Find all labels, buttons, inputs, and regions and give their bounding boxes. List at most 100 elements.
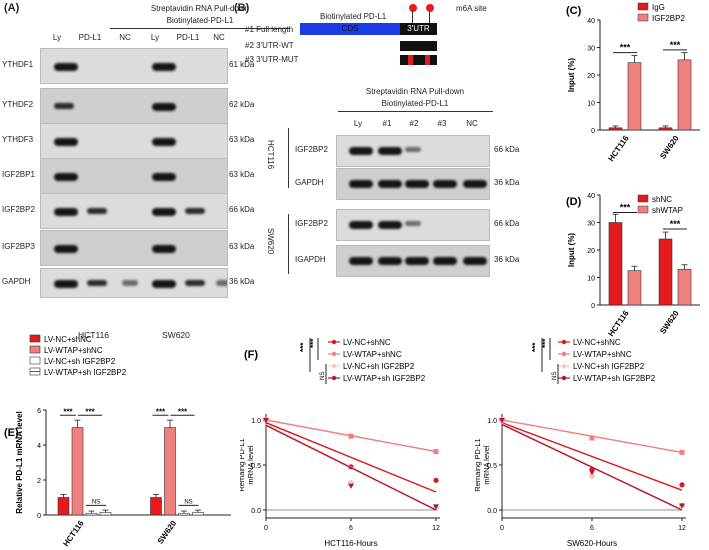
panel-a-lane-label: NC [213, 33, 225, 42]
y-tick-label: 20 [587, 248, 595, 255]
panel-a-blot-row [40, 230, 228, 266]
x-tick-label: 0 [264, 525, 268, 532]
panel-a-blot-row [40, 158, 228, 194]
panel-a-band [54, 245, 78, 253]
x-axis-label: HCT116-Hours [324, 539, 377, 548]
bar [178, 512, 190, 516]
x-tick-label: SW620 [658, 134, 681, 161]
data-point [433, 504, 439, 510]
legend-label: IGF2BP2 [652, 14, 685, 23]
construct-1-label: #1 Full length [245, 25, 294, 34]
bar [658, 238, 673, 306]
bar [677, 268, 692, 306]
legend-label: shWTAP [652, 206, 683, 215]
x-tick-label: SW620 [156, 519, 179, 546]
panel-b-band [405, 257, 429, 265]
y-tick-label: 0.5 [487, 463, 497, 470]
panel-b-band [349, 180, 373, 188]
panel-b-blot-row [336, 135, 490, 167]
panel-b-protein-label: IGAPDH [295, 255, 326, 264]
data-point [348, 433, 354, 439]
panel-a-cell-sw620: SW620 [162, 330, 190, 340]
data-point [499, 418, 505, 423]
legend-marker [331, 375, 337, 381]
bar [627, 62, 642, 131]
panel-b-band [405, 180, 429, 188]
panel-b-band [433, 257, 457, 265]
panel-b-bracket-2 [288, 214, 289, 274]
panel-a-band [87, 280, 107, 286]
bar [85, 512, 98, 516]
panel-b-lane-label: #1 [382, 119, 392, 128]
legend-swatch [637, 13, 649, 22]
panel-a-band [152, 245, 176, 253]
panel-b-cell-sw620: SW620 [266, 228, 275, 255]
legend-swatch [637, 205, 649, 214]
data-point [433, 477, 439, 483]
sig-mark: *** [178, 407, 188, 416]
m6a-site-label: m6A site [456, 4, 487, 13]
fit-line [265, 422, 437, 493]
panel-f-chart: (F) 0.0 0.5 1.0 0 6 12 HCT116-Hours Remaing PD-L… [240, 338, 686, 548]
panel-b-band [378, 257, 402, 265]
bar [99, 512, 112, 516]
panel-a-band [54, 138, 78, 146]
panel-a-blot-row [40, 193, 228, 229]
panel-a-title1: Streptavidin RNA Pull-down [150, 4, 250, 13]
panel-b-band [463, 257, 487, 265]
y-tick-label: 0 [591, 128, 595, 135]
panel-a-protein-label: YTHDF2 [2, 100, 34, 109]
x-tick-label: HCT116 [61, 519, 86, 549]
panel-b-band [349, 147, 373, 155]
sig-mark: *** [63, 407, 73, 416]
y-axis-label-line2: mRNA level [246, 445, 255, 485]
panel-a-lane-label: PD-L1 [176, 33, 200, 42]
panel-label: (E) [4, 427, 19, 439]
panel-label: (D) [566, 196, 582, 208]
panel-a-kda-label: 66 kDa [229, 205, 255, 214]
construct-title: Biotinylated PD-L1 [320, 12, 387, 21]
legend-label: shNC [652, 195, 672, 204]
panel-b-band [405, 221, 421, 226]
construct-2-bar [400, 41, 437, 51]
construct-3-bar [400, 55, 437, 65]
panel-a-protein-label: IGF2BP3 [2, 242, 35, 251]
panel-b-band [349, 257, 373, 265]
panel-b-band [349, 221, 373, 229]
cds-region: CDS [300, 23, 400, 35]
panel-a-cell-hct116: HCT116 [78, 330, 110, 340]
y-tick-label: 10 [587, 101, 595, 108]
panel-a-band [54, 63, 78, 71]
legend-label: LV-WTAP+shNC [573, 350, 632, 359]
panel-a-band [122, 280, 138, 286]
panel-b-kda-label: 36 kDa [494, 255, 520, 264]
sig-mark: *** [299, 342, 308, 352]
m6a-pin-stem-1 [412, 11, 413, 23]
legend-label: LV-NC+sh IGF2BP2 [343, 362, 415, 371]
panel-a-lane-label: PD-L1 [78, 33, 102, 42]
x-tick-label: 0 [500, 525, 504, 532]
panel-b-lane-label: Ly [353, 119, 363, 128]
y-tick-label: 20 [587, 73, 595, 80]
panel-a-title-rule [110, 28, 290, 29]
sig-mark: *** [670, 219, 681, 229]
x-tick-label: 6 [590, 525, 594, 532]
panel-b-bracket-1 [288, 128, 289, 188]
y-axis-label-line2: mRNA level [482, 445, 491, 485]
sig-mark: *** [85, 407, 95, 416]
panel-a-kda-label: 63 kDa [229, 135, 255, 144]
bar [164, 427, 176, 516]
legend-marker [331, 351, 337, 357]
panel-b-band [378, 221, 402, 229]
panel-b-kda-label: 66 kDa [494, 145, 520, 154]
legend-marker [561, 351, 567, 357]
legend-label: LV-WTAP+sh IGF2BP2 [44, 368, 127, 377]
panel-a-protein-label: IGF2BP2 [2, 205, 35, 214]
y-axis-label: Relative PD-L1 mRNA level [15, 411, 24, 513]
utr-region: 3'UTR [400, 23, 437, 35]
y-tick-label: 30 [587, 46, 595, 53]
bar [677, 59, 692, 131]
panel-a-band [185, 280, 205, 286]
construct-3-label: #3 3'UTR-MUT [245, 55, 299, 64]
